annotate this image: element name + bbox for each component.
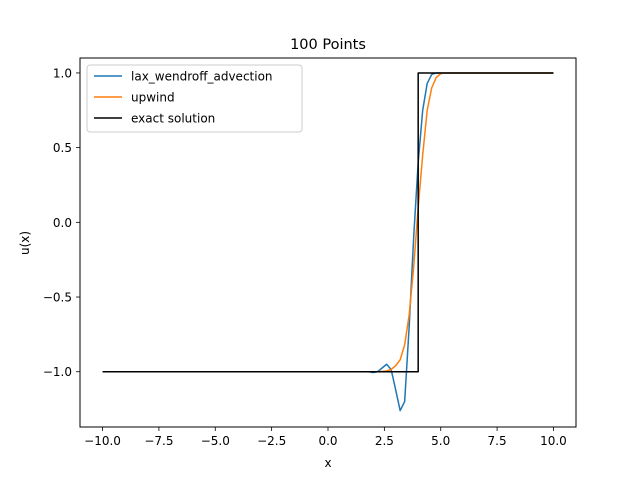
legend-label-lax-wendroff: lax_wendroff_advection bbox=[131, 70, 273, 84]
y-tick-label: 1.0 bbox=[53, 66, 72, 80]
series-line-exact-solution bbox=[102, 72, 554, 373]
y-tick-label: −1.0 bbox=[43, 365, 72, 379]
chart-title: 100 Points bbox=[290, 37, 366, 53]
y-axis-label: u(x) bbox=[18, 231, 32, 255]
series-line-upwind bbox=[102, 72, 554, 373]
legend-label-upwind: upwind bbox=[131, 91, 175, 105]
x-tick-label: 2.5 bbox=[375, 434, 394, 448]
x-tick-label: 10.0 bbox=[540, 434, 567, 448]
x-tick-label: −2.5 bbox=[257, 434, 286, 448]
y-tick-label: −0.5 bbox=[43, 291, 72, 305]
x-tick-label: 5.0 bbox=[431, 434, 450, 448]
x-axis-ticks: −10.0 −7.5 −5.0 −2.5 0.0 2.5 5.0 7.5 10.0 bbox=[84, 427, 567, 448]
y-tick-label: 0.0 bbox=[53, 216, 72, 230]
x-tick-label: −7.5 bbox=[144, 434, 173, 448]
x-tick-label: −5.0 bbox=[201, 434, 230, 448]
y-axis-ticks: −1.0 −0.5 0.0 0.5 1.0 bbox=[43, 66, 80, 379]
x-tick-label: 7.5 bbox=[488, 434, 507, 448]
x-tick-label: 0.0 bbox=[318, 434, 337, 448]
x-axis-label: x bbox=[324, 456, 331, 470]
series-layer bbox=[102, 72, 554, 412]
legend: lax_wendroff_advection upwind exact solu… bbox=[86, 64, 303, 133]
y-tick-label: 0.5 bbox=[53, 141, 72, 155]
x-tick-label: −10.0 bbox=[84, 434, 121, 448]
legend-label-exact-solution: exact solution bbox=[131, 112, 215, 126]
legend-box bbox=[86, 64, 303, 133]
